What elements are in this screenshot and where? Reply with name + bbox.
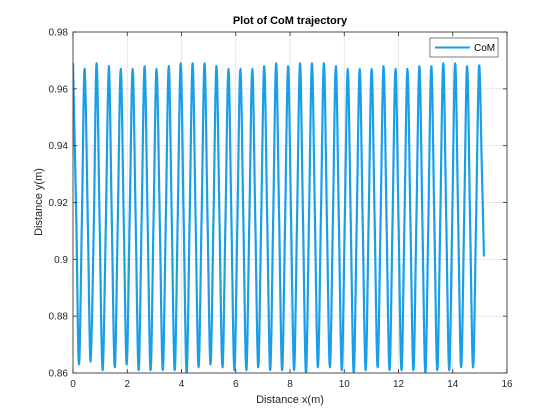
legend-label-com: CoM	[474, 43, 495, 54]
y-tick-label: 0.9	[54, 255, 68, 266]
x-tick-label: 4	[179, 379, 185, 390]
series-layer	[73, 62, 486, 373]
y-axis-label: Distance y(m)	[33, 168, 45, 236]
y-axis-ticks: 0.86 0.88 0.9 0.92 0.94 0.96 0.98	[49, 28, 507, 380]
x-tick-label: 14	[447, 379, 459, 390]
y-tick-label: 0.86	[49, 369, 69, 380]
x-tick-label: 12	[393, 379, 405, 390]
x-axis-label: Distance x(m)	[256, 394, 324, 406]
x-tick-label: 16	[501, 379, 513, 390]
chart-title: Plot of CoM trajectory	[233, 15, 348, 27]
x-tick-label: 2	[124, 379, 130, 390]
legend: CoM	[429, 37, 499, 58]
x-tick-label: 0	[70, 379, 76, 390]
x-tick-label: 10	[339, 379, 351, 390]
y-tick-label: 0.98	[49, 28, 69, 39]
y-tick-label: 0.96	[49, 84, 69, 95]
x-tick-label: 8	[287, 379, 293, 390]
y-tick-label: 0.94	[49, 141, 69, 152]
series-line-com	[73, 62, 486, 373]
y-tick-label: 0.92	[49, 198, 69, 209]
x-axis-ticks: 0 2 4 6 8 10 12 14 16	[70, 32, 513, 390]
x-tick-label: 6	[233, 379, 239, 390]
y-tick-label: 0.88	[49, 312, 69, 323]
